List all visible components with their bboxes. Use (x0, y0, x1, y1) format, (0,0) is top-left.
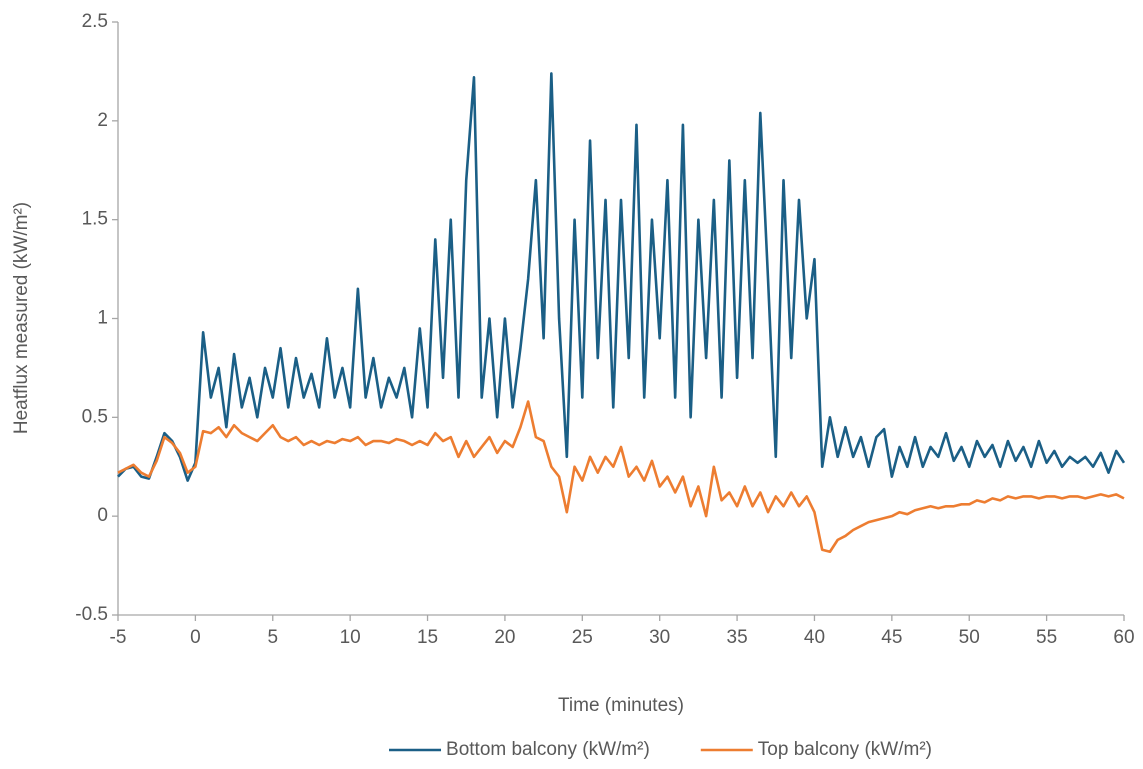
y-tick-label: 0 (97, 505, 108, 526)
series-line (117, 400, 1125, 554)
x-tick-label: 55 (1036, 627, 1057, 648)
y-tick-label: 1 (97, 308, 108, 329)
x-tick-label: 60 (1113, 627, 1134, 648)
x-axis-label: Time (minutes) (558, 695, 684, 716)
x-tick-label: 20 (494, 627, 515, 648)
x-tick-label: 0 (190, 627, 201, 648)
series-line (117, 72, 1126, 482)
y-tick-label: 2 (97, 110, 108, 131)
y-axis-label: Heatflux measured (kW/m²) (11, 202, 32, 434)
y-tick-label: 1.5 (82, 209, 108, 230)
x-tick-label: -5 (110, 627, 127, 648)
x-tick-label: 30 (649, 627, 670, 648)
y-tick-label: -0.5 (75, 604, 108, 625)
x-tick-label: 15 (417, 627, 438, 648)
x-tick-label: 5 (267, 627, 278, 648)
y-tick-label: 0.5 (82, 406, 108, 427)
x-tick-label: 10 (340, 627, 361, 648)
x-tick-label: 45 (881, 627, 902, 648)
legend-label: Bottom balcony (kW/m²) (446, 739, 650, 760)
x-tick-label: 35 (727, 627, 748, 648)
legend-label: Top balcony (kW/m²) (758, 739, 932, 760)
x-tick-label: 40 (804, 627, 825, 648)
x-tick-label: 50 (959, 627, 980, 648)
x-tick-label: 25 (572, 627, 593, 648)
y-tick-label: 2.5 (82, 11, 108, 32)
